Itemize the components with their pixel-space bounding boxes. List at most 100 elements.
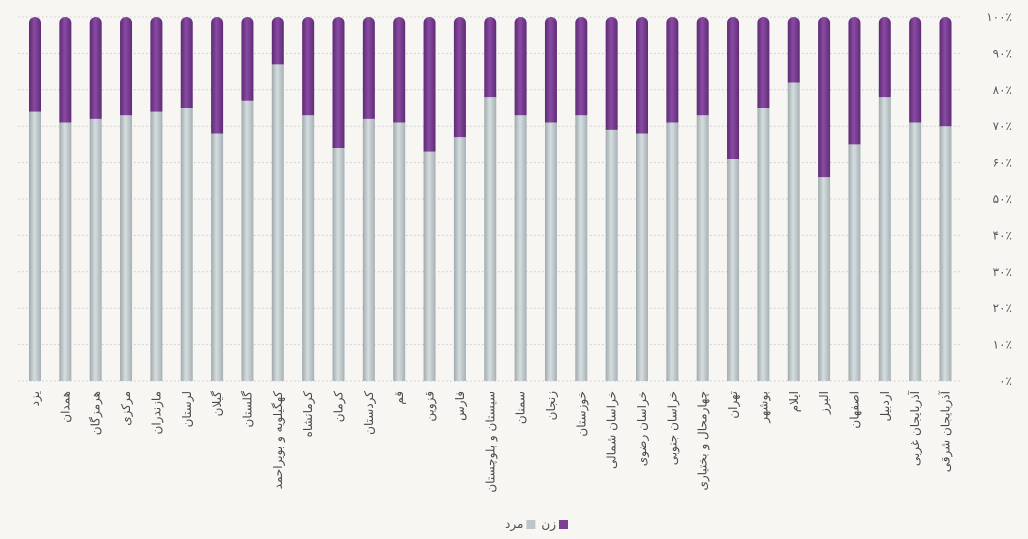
bar-male <box>120 115 133 381</box>
bar-female <box>180 17 193 108</box>
legend-label: زن <box>541 517 556 532</box>
bar-male <box>484 97 497 381</box>
bar-female <box>332 17 345 149</box>
y-tick-label: ۶۰٪ <box>993 156 1012 170</box>
bar-female <box>484 17 497 98</box>
x-tick-label: خراسان رضوی <box>635 391 650 466</box>
bar-male <box>909 122 922 381</box>
legend-swatch <box>559 520 568 529</box>
bar-female <box>666 17 679 123</box>
x-tick-label: تهران <box>726 391 741 419</box>
y-tick-label: ۲۰٪ <box>993 301 1012 315</box>
x-tick-label: اصفهان <box>847 391 861 429</box>
bar-female <box>544 17 557 123</box>
x-tick-label: کردستان <box>362 391 377 435</box>
x-tick-label: خراسان جنوبی <box>665 391 680 465</box>
bar-female <box>636 17 648 134</box>
x-tick-label: آذربایجان غربی <box>907 390 923 466</box>
bar-female <box>787 17 800 83</box>
bar-female <box>120 17 133 116</box>
x-tick-label: کهگیلویه و بویراحمد <box>271 391 286 490</box>
bar-female <box>878 17 891 98</box>
legend: زن مرد <box>505 517 568 532</box>
bar-male <box>666 122 679 381</box>
x-tick-label: مرکزی <box>119 391 134 426</box>
x-tick-label: سیستان و بلوچستان <box>483 391 498 493</box>
x-tick-label: چهارمحال و بختیاری <box>696 391 711 491</box>
bar-male <box>818 177 831 381</box>
bar-male <box>29 111 41 381</box>
bar-male <box>939 126 952 381</box>
bar-male <box>393 122 406 381</box>
bar-male <box>878 97 891 381</box>
x-tick-label: همدان <box>58 391 72 423</box>
bar-male <box>89 118 102 382</box>
x-tick-label: گیلان <box>210 391 224 417</box>
x-tick-label: هرمزگان <box>89 391 104 435</box>
bar-male <box>787 82 800 382</box>
bar-male <box>180 108 193 381</box>
bar-female <box>59 17 72 123</box>
bar-male <box>727 158 740 381</box>
bar-male <box>453 137 466 381</box>
x-axis: یزد همدان هرمزگان مرکزی مازندران لرستان گیلان گ… <box>28 390 954 492</box>
bar-female <box>696 17 709 116</box>
legend-label: مرد <box>505 517 523 532</box>
legend-swatch <box>526 520 536 529</box>
bar-female <box>211 17 224 134</box>
bar-male <box>150 111 163 381</box>
y-tick-label: ۷۰٪ <box>993 119 1012 133</box>
x-tick-label: آذربایجان شرقی <box>938 390 954 472</box>
bar-female <box>757 17 770 108</box>
bar-male <box>848 144 861 381</box>
x-tick-label: البرز <box>817 391 832 415</box>
x-tick-label: سمنان <box>514 391 528 424</box>
bar-male <box>271 64 284 381</box>
x-tick-label: زنجان <box>544 391 559 421</box>
x-tick-label: یزد <box>28 391 43 406</box>
x-tick-label: خراسان شمالی <box>605 391 620 469</box>
bar-female <box>423 17 436 152</box>
bar-male <box>544 122 557 381</box>
bar-female <box>605 17 618 130</box>
bar-female <box>727 17 740 159</box>
x-tick-label: اردبیل <box>878 391 893 422</box>
bar-male <box>757 108 770 381</box>
bar-male <box>241 100 254 381</box>
x-tick-label: قزوین <box>423 391 438 422</box>
x-tick-label: فارس <box>453 391 468 421</box>
x-tick-label: ایلام <box>787 391 801 412</box>
bar-male <box>696 115 709 381</box>
bar-female <box>150 17 163 112</box>
bar-female <box>575 17 588 116</box>
y-tick-label: ۸۰٪ <box>993 83 1012 97</box>
bar-male <box>575 115 588 381</box>
bar-male <box>636 133 648 381</box>
y-tick-label: ۱۰٪ <box>993 338 1012 352</box>
y-tick-label: ۹۰٪ <box>993 46 1012 60</box>
bar-female <box>909 17 922 123</box>
x-tick-label: گلستان <box>240 391 254 428</box>
bar-male <box>605 129 618 381</box>
bar-female <box>514 17 527 116</box>
y-axis: ۰٪ ۱۰٪ ۲۰٪ ۳۰٪ ۴۰٪ ۵۰٪ ۶۰٪ ۷۰٪ ۸۰٪ ۹۰٪ ۱۰۰٪ <box>986 10 1012 388</box>
bar-female <box>29 17 41 112</box>
bar-female <box>271 17 284 65</box>
x-tick-label: قم <box>392 391 406 405</box>
x-tick-label: بوشهر <box>756 391 771 424</box>
bar-female <box>302 17 315 116</box>
y-tick-label: ۳۰٪ <box>993 265 1012 279</box>
y-tick-label: ۱۰۰٪ <box>986 10 1012 24</box>
bar-female <box>393 17 406 123</box>
bar-female <box>453 17 466 138</box>
bar-male <box>423 151 436 381</box>
bar-female <box>939 17 952 127</box>
x-tick-label: مازندران <box>149 391 164 434</box>
x-tick-label: کرمانشاه <box>301 391 316 438</box>
y-tick-label: ۰٪ <box>999 374 1012 388</box>
bar-male <box>362 118 375 382</box>
x-tick-label: لرستان <box>180 391 195 427</box>
bar-female <box>818 17 831 178</box>
